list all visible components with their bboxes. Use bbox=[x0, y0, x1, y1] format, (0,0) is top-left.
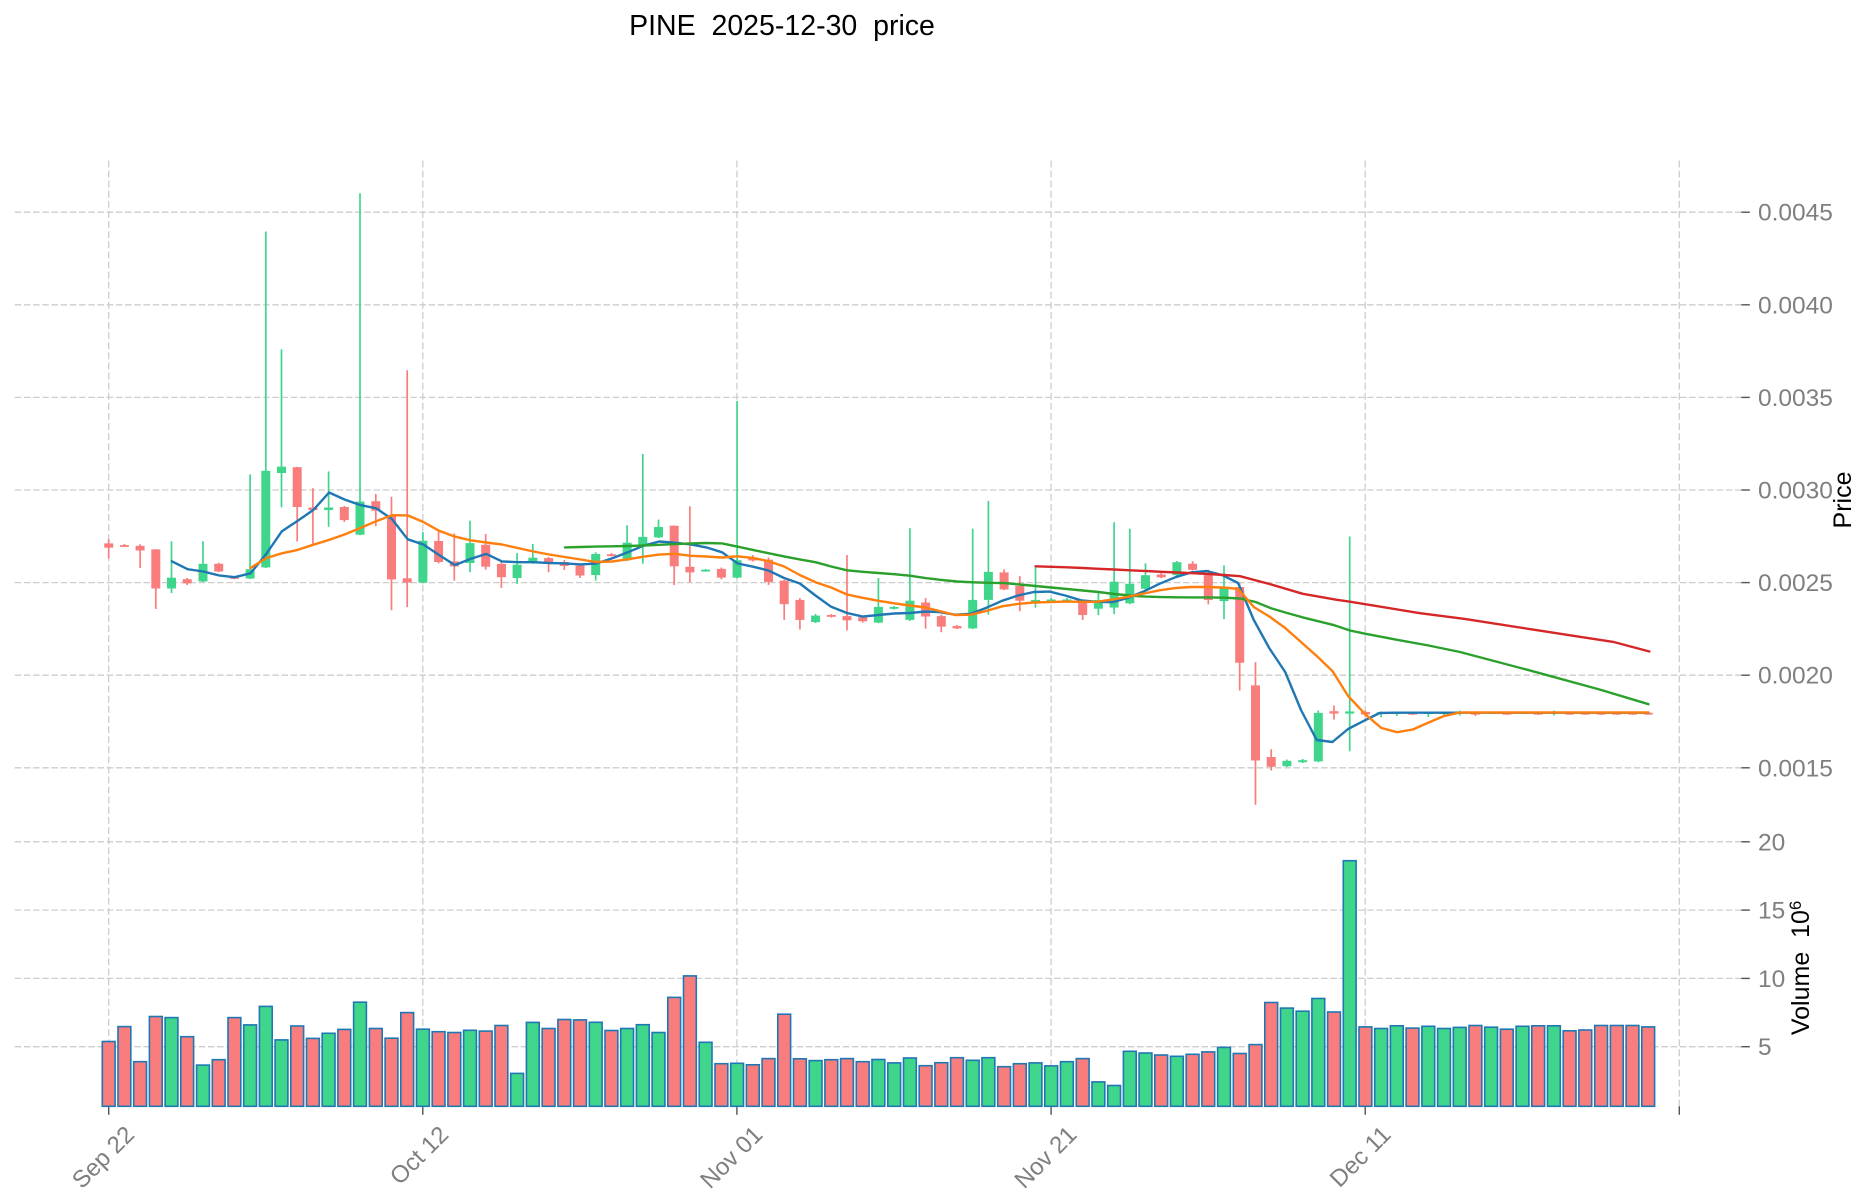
svg-text:0.0040: 0.0040 bbox=[1758, 292, 1833, 319]
svg-text:10: 10 bbox=[1758, 966, 1785, 993]
svg-text:0.0030: 0.0030 bbox=[1758, 478, 1833, 505]
svg-text:0.0025: 0.0025 bbox=[1758, 570, 1833, 597]
svg-text:Volume 106: Volume 106 bbox=[1787, 901, 1815, 1035]
svg-text:5: 5 bbox=[1758, 1034, 1772, 1061]
svg-text:0.0020: 0.0020 bbox=[1758, 663, 1833, 690]
svg-text:20: 20 bbox=[1758, 829, 1785, 856]
svg-text:Price: Price bbox=[1829, 472, 1857, 529]
svg-text:0.0035: 0.0035 bbox=[1758, 385, 1833, 412]
svg-text:PINE 2025-12-30 price: PINE 2025-12-30 price bbox=[629, 10, 935, 42]
svg-text:15: 15 bbox=[1758, 898, 1785, 925]
svg-text:0.0045: 0.0045 bbox=[1758, 200, 1833, 227]
svg-text:0.0015: 0.0015 bbox=[1758, 755, 1833, 782]
